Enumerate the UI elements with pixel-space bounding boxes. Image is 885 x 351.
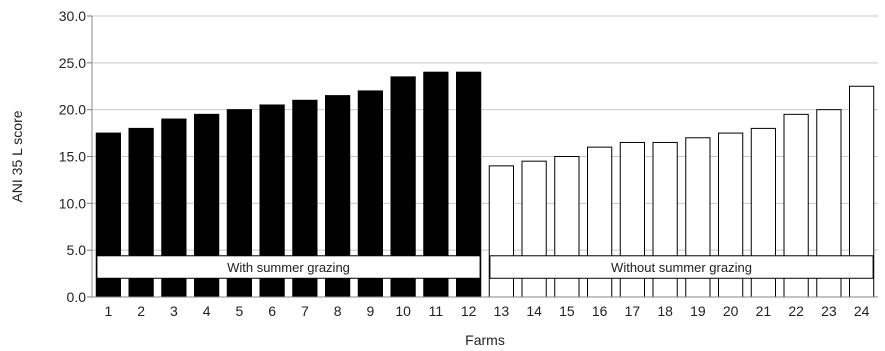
x-tick-label: 9 <box>366 303 374 319</box>
y-tick-label: 20.0 <box>59 102 86 118</box>
group-labels: With summer grazing Without summer grazin… <box>96 255 874 279</box>
x-tick-label: 23 <box>821 303 837 319</box>
y-axis-title: ANI 35 L score <box>9 110 25 202</box>
x-tick-label: 21 <box>756 303 772 319</box>
x-tick-label: 15 <box>559 303 575 319</box>
x-tick-label: 24 <box>854 303 870 319</box>
axes <box>91 16 878 298</box>
x-axis-title: Farms <box>465 332 505 348</box>
x-tick-label: 14 <box>526 303 542 319</box>
y-tick-label: 25.0 <box>59 55 86 71</box>
x-tick-label: 16 <box>592 303 608 319</box>
group-label-text: With summer grazing <box>227 260 350 275</box>
x-tick-label: 4 <box>203 303 211 319</box>
x-tick-labels: 1 2 3 4 5 6 7 8 9 10 11 12 13 14 15 16 17 18 19 20 21 22 23 24 <box>104 303 869 319</box>
grid-lines <box>87 15 878 298</box>
y-tick-label: 30.0 <box>59 8 86 24</box>
x-tick-label: 2 <box>137 303 145 319</box>
y-tick-label: 5.0 <box>67 242 87 258</box>
x-tick-label: 8 <box>334 303 342 319</box>
group-label-box <box>489 255 874 279</box>
x-tick-label: 12 <box>461 303 477 319</box>
x-tick-label: 6 <box>268 303 276 319</box>
x-tick-label: 7 <box>301 303 309 319</box>
x-tick-label: 18 <box>657 303 673 319</box>
group-label-box <box>96 255 481 279</box>
x-tick-label: 22 <box>788 303 804 319</box>
x-tick-label: 13 <box>494 303 510 319</box>
x-tick-label: 17 <box>625 303 641 319</box>
x-tick-label: 19 <box>690 303 706 319</box>
x-tick-label: 10 <box>395 303 411 319</box>
x-tick-label: 20 <box>723 303 739 319</box>
group-label-text: Without summer grazing <box>611 260 752 275</box>
y-tick-label: 0.0 <box>67 289 87 305</box>
x-tick-label: 3 <box>170 303 178 319</box>
y-tick-label: 15.0 <box>59 149 86 165</box>
x-tick-label: 1 <box>104 303 112 319</box>
y-tick-labels: 0.0 5.0 10.0 15.0 20.0 25.0 30.0 <box>59 8 86 305</box>
x-tick-label: 11 <box>429 303 444 319</box>
x-tick-label: 5 <box>235 303 243 319</box>
y-tick-label: 10.0 <box>59 195 86 211</box>
